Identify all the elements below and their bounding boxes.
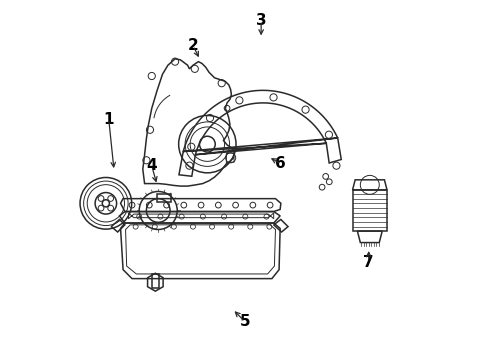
Text: 4: 4: [147, 158, 157, 173]
Text: 2: 2: [188, 38, 198, 53]
Text: 3: 3: [256, 13, 267, 28]
Text: 7: 7: [364, 255, 374, 270]
Text: 1: 1: [103, 112, 114, 126]
Text: 5: 5: [240, 314, 250, 329]
Text: 6: 6: [275, 156, 286, 171]
